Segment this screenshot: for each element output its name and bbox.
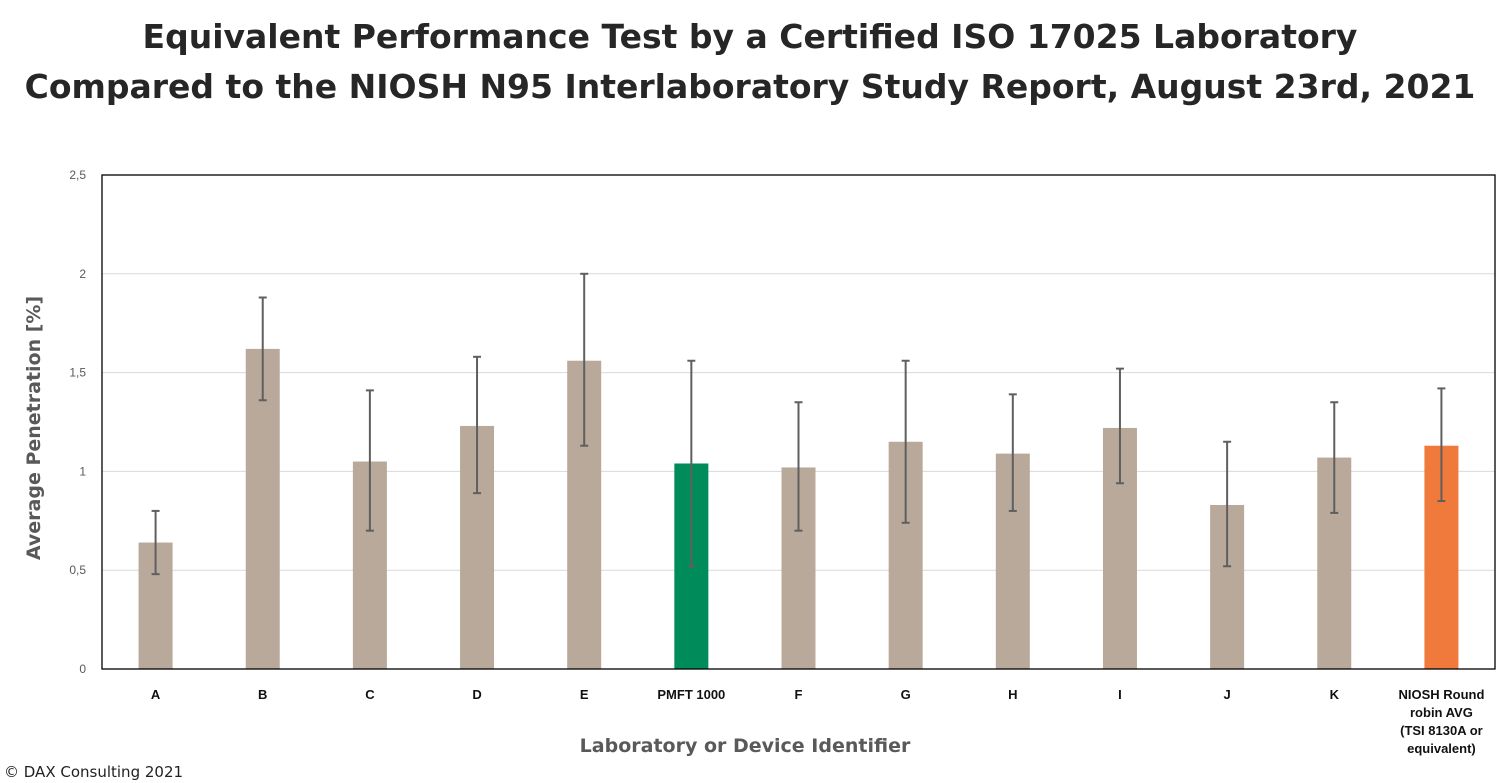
y-tick-label: 0 [79,662,86,676]
x-tick-label: F [795,687,803,702]
x-tick-label: I [1118,687,1122,702]
x-tick-label: J [1223,687,1230,702]
y-tick-label: 1 [79,464,86,478]
y-tick-label: 2,5 [69,168,86,182]
bar [245,348,280,669]
x-tick-label: D [472,687,481,702]
x-tick-label: C [365,687,375,702]
x-tick-label: PMFT 1000 [657,687,725,702]
x-tick-label: G [901,687,911,702]
x-axis-title: Laboratory or Device Identifier [580,735,911,757]
plot-frame [101,174,1496,670]
y-tick-label: 1,5 [69,366,86,380]
x-tick-label: A [151,687,161,702]
chart-title-line-2: Compared to the NIOSH N95 Interlaborator… [24,67,1476,106]
chart-title: Equivalent Performance Test by a Certifi… [0,12,1500,112]
x-tick-label: K [1330,687,1340,702]
y-tick-label: 2 [79,267,86,281]
copyright-text: © DAX Consulting 2021 [4,763,184,781]
x-tick-label: H [1008,687,1017,702]
chart-title-line-1: Equivalent Performance Test by a Certifi… [142,17,1358,56]
y-tick-label: 0,5 [69,563,86,577]
x-tick-label: E [580,687,589,702]
y-axis-title: Average Penetration [%] [23,296,45,560]
x-tick-label: NIOSH Round robin AVG (TSI 8130A or equival… [1398,687,1484,756]
x-tick-label: B [258,687,267,702]
